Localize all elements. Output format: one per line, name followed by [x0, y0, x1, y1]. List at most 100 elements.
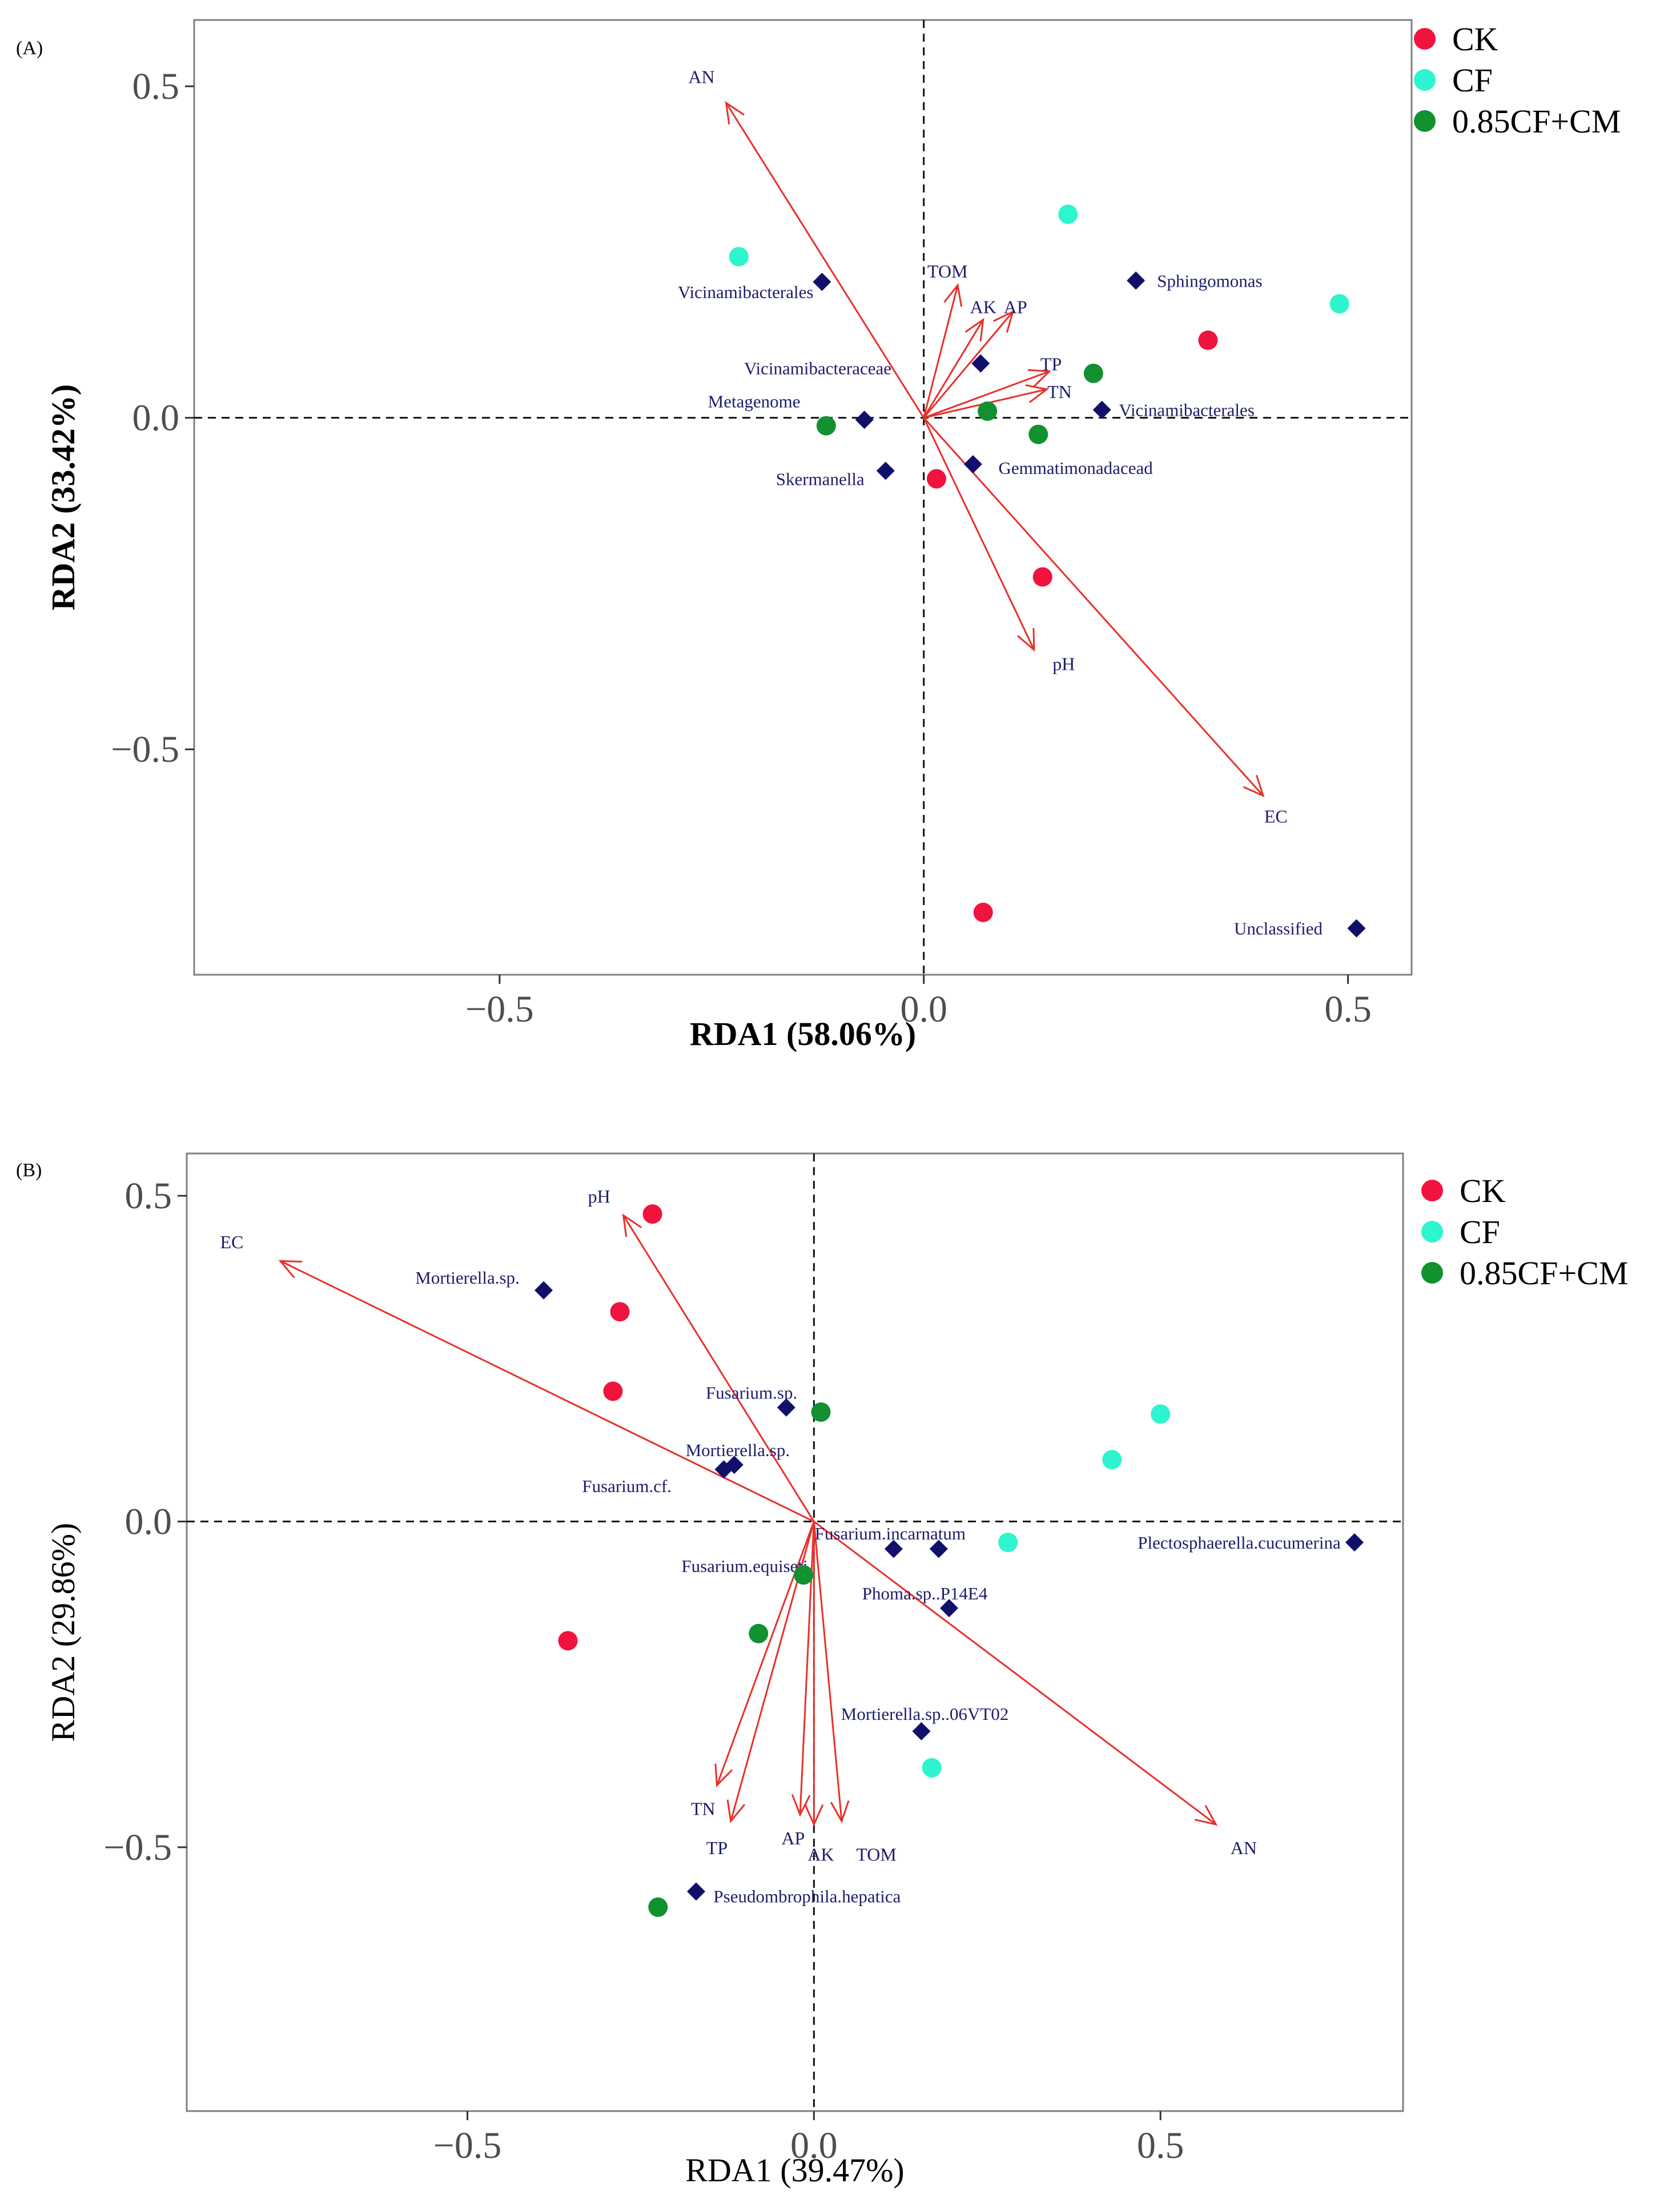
arrowhead-ap	[992, 310, 1015, 333]
plot-frame	[193, 19, 1413, 976]
y-tick-label: −0.5	[103, 1827, 172, 1868]
arrowhead-tn	[714, 1763, 733, 1788]
species-label: Fusarium.equiseti	[681, 1556, 808, 1576]
species-marker	[777, 1398, 795, 1417]
arrow-ph	[923, 417, 1035, 650]
arrow-an	[725, 102, 925, 419]
legend: CK CF 0.85CF+CM	[1414, 21, 1621, 140]
species-marker	[1092, 400, 1111, 419]
species-marker	[929, 1539, 948, 1558]
sample-point-cm	[1083, 363, 1103, 383]
y-axis-label: RDA2 (29.86%)	[45, 1523, 82, 1742]
species-marker	[940, 1599, 959, 1618]
arrow-label-ap: AP	[1004, 297, 1027, 317]
arrow-tom	[813, 1521, 843, 1822]
species-label: Plectosphaerella.cucumerina	[1138, 1533, 1341, 1553]
arrowhead-tp	[726, 1799, 746, 1823]
x-tick-label: 0.0	[790, 2125, 838, 2166]
x-tick-label: 0.5	[1137, 2125, 1184, 2166]
legend-swatch-ck	[1414, 28, 1436, 50]
arrowhead-an	[1194, 1805, 1218, 1826]
arrowhead-ec	[1243, 774, 1265, 798]
sample-point-ck	[603, 1381, 623, 1401]
x-tick-label: −0.5	[465, 988, 534, 1030]
legend-label: CF	[1452, 62, 1493, 99]
species-marker	[1347, 919, 1366, 938]
arrow-ph	[622, 1215, 815, 1522]
legend-label: CK	[1460, 1172, 1506, 1209]
arrow-ec	[923, 417, 1264, 797]
arrow-an	[813, 1521, 1217, 1826]
species-label: Mortierella.sp.	[415, 1268, 520, 1288]
arrowhead-ak	[804, 1804, 824, 1827]
legend: CK CF 0.85CF+CM	[1421, 1172, 1628, 1292]
sample-point-cf	[1102, 1450, 1122, 1470]
sample-point-cf	[922, 1758, 942, 1778]
sample-point-ck	[973, 902, 993, 922]
sample-point-ck	[610, 1302, 630, 1322]
sample-point-cf	[729, 247, 749, 267]
sample-point-ck	[1198, 330, 1218, 350]
arrow-ak	[923, 319, 984, 419]
arrow-label-tn: TN	[691, 1799, 716, 1819]
species-marker	[884, 1539, 903, 1558]
species-marker	[1127, 271, 1146, 290]
species-label: Fusarium.cf.	[582, 1476, 672, 1496]
legend-swatch-cm	[1421, 1262, 1443, 1284]
species-marker	[876, 461, 895, 480]
legend-swatch-cm	[1414, 110, 1436, 132]
species-label: Gemmatimonadacead	[998, 458, 1153, 478]
arrowhead-an	[725, 101, 745, 124]
sample-point-ck	[1032, 567, 1052, 587]
sample-point-cf	[998, 1533, 1018, 1553]
species-marker	[912, 1722, 931, 1740]
sample-point-cm	[749, 1623, 769, 1643]
y-tick-label: 0.0	[132, 397, 180, 439]
arrow-ap	[923, 311, 1014, 419]
species-label: Vicinamibacterales	[1119, 400, 1254, 420]
arrow-label-ec: EC	[220, 1232, 243, 1252]
arrow-label-tom: TOM	[927, 261, 968, 282]
sample-point-cm	[648, 1897, 668, 1917]
legend-label: 0.85CF+CM	[1452, 103, 1621, 140]
species-label: Metagenome	[708, 392, 801, 412]
panel-label: (A)	[16, 38, 43, 59]
arrow-label-tom: TOM	[856, 1844, 897, 1864]
arrow-label-ak: AK	[970, 297, 996, 317]
legend-label: CK	[1452, 21, 1498, 58]
species-label: Mortierella.sp.	[686, 1440, 790, 1460]
arrowhead-ph	[622, 1213, 642, 1237]
arrow-label-ph: pH	[1052, 653, 1075, 674]
species-marker	[714, 1460, 733, 1479]
species-label: Fusarium.sp.	[706, 1383, 797, 1403]
y-axis-label: RDA2 (33.42%)	[45, 384, 82, 610]
species-marker	[534, 1281, 553, 1300]
sample-point-cf	[1058, 204, 1078, 224]
panel-label: (B)	[16, 1160, 42, 1181]
x-tick-label: 0.0	[900, 988, 947, 1030]
arrow-label-ak: AK	[807, 1844, 834, 1864]
sample-point-cf	[1329, 294, 1349, 313]
arrow-tom	[923, 285, 959, 419]
species-label: Phoma.sp..P14E4	[862, 1583, 988, 1603]
arrowhead-ph	[1016, 628, 1035, 652]
legend-swatch-cf	[1414, 69, 1436, 91]
arrow-label-ap: AP	[782, 1828, 805, 1848]
x-axis-label: RDA1 (39.47%)	[685, 2152, 904, 2189]
species-marker	[687, 1882, 706, 1901]
arrowhead-ap	[791, 1794, 811, 1817]
species-label: Sphingomonas	[1157, 271, 1262, 291]
species-marker	[813, 272, 831, 291]
y-tick-label: 0.5	[132, 66, 180, 107]
species-label: Vicinamibacterales	[678, 282, 813, 302]
arrowhead-tn	[1025, 384, 1049, 403]
sample-point-cm	[816, 416, 836, 436]
species-label: Skermanella	[776, 469, 865, 489]
sample-point-cm	[1028, 424, 1048, 444]
rda-panel-b: (B) −0.5 0.0 0.5 0.5 0.0 −0.5 RDA1 (39.47%) RDA2…	[16, 1152, 1628, 2189]
legend-swatch-cf	[1421, 1221, 1443, 1243]
arrow-label-tn: TN	[1047, 381, 1072, 402]
arrow-ec	[280, 1260, 815, 1522]
